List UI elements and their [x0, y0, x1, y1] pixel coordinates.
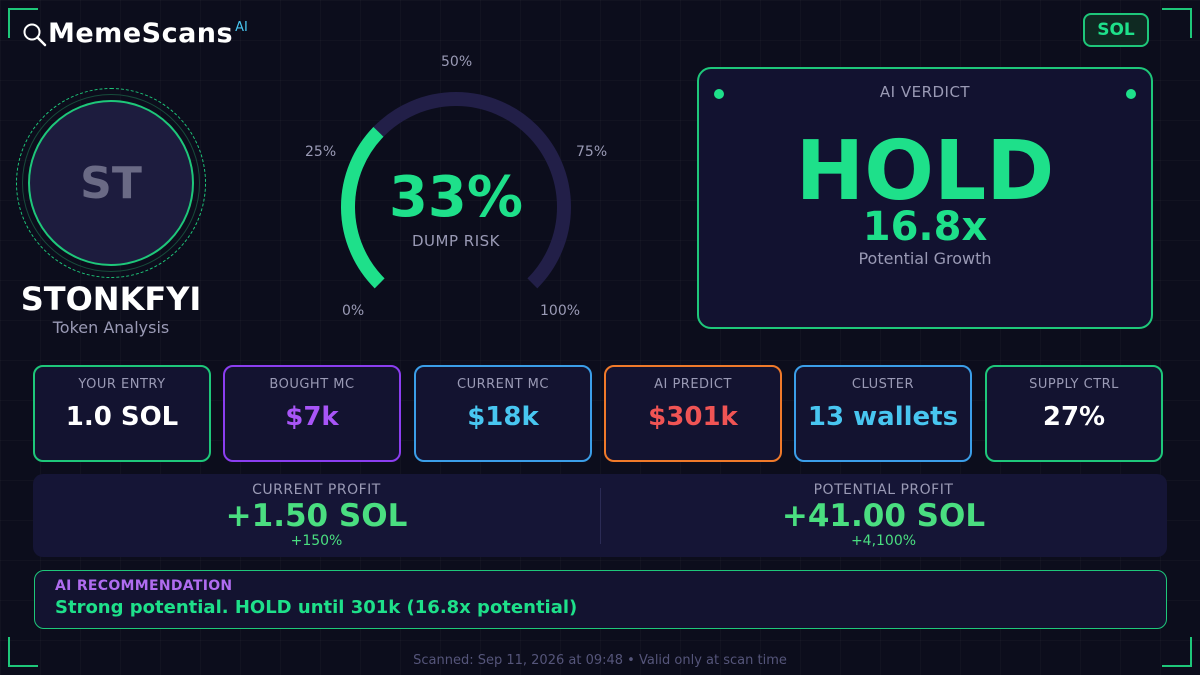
current-profit: CURRENT PROFIT +1.50 SOL +150%: [33, 474, 600, 549]
stat-card: YOUR ENTRY 1.0 SOL: [33, 365, 211, 462]
current-profit-percent: +150%: [290, 532, 343, 549]
gauge-label-25: 25%: [305, 144, 337, 160]
chain-badge-button[interactable]: SOL: [1083, 13, 1149, 47]
corner-bracket-top-left: [8, 8, 38, 38]
stat-card: AI PREDICT $301k: [604, 365, 782, 462]
gauge-label-min: 0%: [342, 303, 365, 319]
stat-label: YOUR ENTRY: [78, 377, 166, 392]
verdict-multiplier-caption: Potential Growth: [858, 249, 992, 268]
stat-value: 27%: [1042, 402, 1106, 432]
stat-card: CLUSTER 13 wallets: [794, 365, 972, 462]
stat-label: SUPPLY CTRL: [1029, 377, 1119, 392]
recommendation-text: Strong potential. HOLD until 301k (16.8x…: [55, 597, 578, 618]
verdict-decision: HOLD: [795, 124, 1055, 219]
stat-card: SUPPLY CTRL 27%: [985, 365, 1163, 462]
token-subtitle: Token Analysis: [52, 318, 170, 337]
stat-value: 13 wallets: [807, 402, 959, 432]
verdict-title: AI VERDICT: [879, 83, 971, 101]
gauge-label-max: 100%: [540, 303, 581, 319]
potential-profit-label: POTENTIAL PROFIT: [813, 482, 954, 498]
corner-bracket-bottom-left: [8, 637, 38, 667]
potential-profit-percent: +4,100%: [850, 532, 917, 549]
brand-name: MemeScans: [48, 18, 234, 49]
corner-bracket-top-right: [1162, 8, 1192, 38]
current-profit-value: +1.50 SOL: [225, 498, 408, 534]
stat-value: $7k: [285, 402, 339, 432]
avatar-inner-ring: [22, 94, 200, 272]
stat-value: 1.0 SOL: [65, 402, 179, 432]
dump-risk-caption: DUMP RISK: [412, 232, 500, 250]
scan-footer: Scanned: Sep 11, 2026 at 09:48 • Valid o…: [413, 653, 787, 668]
recommendation-label: AI RECOMMENDATION: [55, 578, 233, 594]
token-avatar: ST: [28, 100, 194, 266]
ai-verdict-card: AI VERDICT HOLD 16.8x Potential Growth: [697, 67, 1153, 329]
dump-risk-gauge: [341, 92, 571, 289]
gauge-label-75: 75%: [576, 144, 608, 160]
stat-card: CURRENT MC $18k: [414, 365, 592, 462]
status-dot-left: [714, 89, 724, 99]
search-icon: [23, 23, 47, 47]
stat-value: $18k: [467, 402, 539, 432]
gauge-fill: [341, 126, 385, 289]
stat-label: BOUGHT MC: [269, 377, 355, 392]
avatar-outer-ring: [16, 88, 206, 278]
potential-profit: POTENTIAL PROFIT +41.00 SOL +4,100%: [600, 474, 1167, 549]
dump-risk-value: 33%: [388, 165, 524, 230]
stat-label: AI PREDICT: [654, 377, 732, 392]
status-dot-right: [1126, 89, 1136, 99]
current-profit-label: CURRENT PROFIT: [252, 482, 381, 498]
stat-label: CLUSTER: [851, 377, 915, 392]
profit-divider: [600, 488, 601, 544]
stat-value: $301k: [648, 402, 738, 432]
ai-recommendation: AI RECOMMENDATION Strong potential. HOLD…: [34, 570, 1167, 629]
corner-bracket-bottom-right: [1162, 637, 1192, 667]
stat-label: CURRENT MC: [457, 377, 549, 392]
gauge-label-50: 50%: [441, 54, 473, 70]
verdict-multiplier: 16.8x: [862, 204, 988, 250]
potential-profit-value: +41.00 SOL: [781, 498, 986, 534]
stat-card: BOUGHT MC $7k: [223, 365, 401, 462]
token-name: STONKFYI: [20, 280, 202, 318]
brand-superscript: AI: [235, 20, 248, 35]
profit-panel: CURRENT PROFIT +1.50 SOL +150% POTENTIAL…: [33, 474, 1167, 557]
brand-logo: MemeScans AI: [22, 18, 248, 49]
